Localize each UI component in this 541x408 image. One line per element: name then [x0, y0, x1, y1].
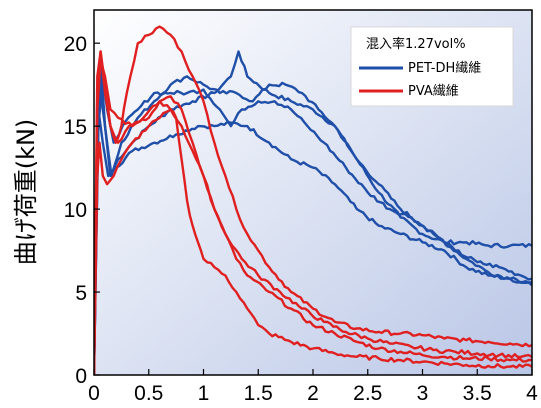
series-line-pet-dh-3	[94, 75, 532, 375]
x-tick-label: 3.5	[463, 382, 492, 405]
y-tick-label: 5	[75, 282, 87, 305]
series-line-pva-4	[94, 25, 532, 375]
series-layer	[94, 25, 532, 375]
legend: 混入率1.27vol% PET-DH繊維 PVA繊維	[350, 26, 514, 107]
x-tick-label: 0	[88, 382, 100, 405]
series-line-pva-7	[94, 58, 532, 375]
x-tick-label: 1	[198, 382, 210, 405]
x-tick-label: 0.5	[134, 382, 163, 405]
y-tick-label: 15	[64, 116, 87, 139]
legend-label-pva: PVA繊維	[408, 83, 459, 99]
legend-title: 混入率1.27vol%	[366, 36, 466, 52]
x-tick-label: 2.5	[353, 382, 382, 405]
x-axis: 0 0.5 1 1.5 2 2.5 3 3.5 4	[88, 369, 538, 405]
x-tick-label: 2	[307, 382, 319, 405]
x-tick-label: 4	[526, 382, 538, 405]
y-axis-label: 曲げ荷重(kN)	[12, 119, 40, 266]
series-line-pva-5	[94, 50, 532, 375]
y-tick-label: 10	[64, 199, 87, 222]
y-tick-label: 0	[75, 365, 87, 388]
legend-label-pet-dh: PET-DH繊維	[408, 60, 481, 76]
y-axis: 0 5 10 15 20	[64, 33, 100, 388]
series-line-pet-dh-1	[94, 108, 532, 375]
y-tick-label: 20	[64, 33, 87, 56]
x-tick-label: 1.5	[244, 382, 273, 405]
x-tick-label: 3	[417, 382, 429, 405]
